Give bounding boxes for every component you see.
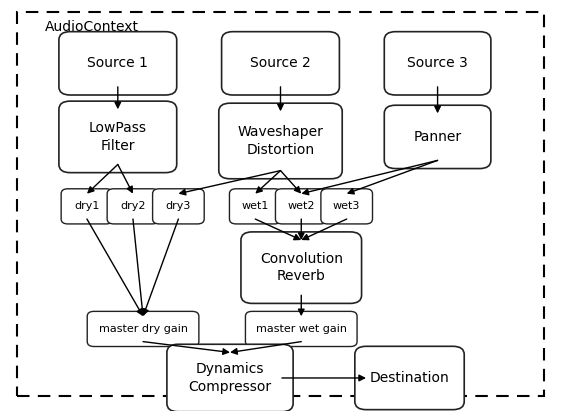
Text: Waveshaper
Distortion: Waveshaper Distortion [237, 125, 324, 157]
FancyBboxPatch shape [107, 189, 159, 224]
Text: wet1: wet1 [242, 201, 269, 211]
FancyBboxPatch shape [355, 346, 464, 410]
Text: Destination: Destination [370, 371, 449, 385]
FancyBboxPatch shape [61, 189, 113, 224]
Text: wet2: wet2 [287, 201, 315, 211]
Text: dry3: dry3 [165, 201, 191, 211]
Text: master dry gain: master dry gain [99, 324, 187, 334]
Text: master wet gain: master wet gain [256, 324, 347, 334]
Text: Convolution
Reverb: Convolution Reverb [260, 252, 343, 283]
FancyBboxPatch shape [59, 101, 177, 173]
FancyBboxPatch shape [241, 232, 361, 303]
FancyBboxPatch shape [384, 32, 491, 95]
FancyBboxPatch shape [153, 189, 204, 224]
Text: Dynamics
Compressor: Dynamics Compressor [188, 363, 272, 394]
Text: Source 2: Source 2 [250, 56, 311, 70]
FancyBboxPatch shape [222, 32, 339, 95]
FancyBboxPatch shape [246, 312, 357, 346]
FancyBboxPatch shape [384, 105, 491, 169]
FancyBboxPatch shape [219, 103, 342, 179]
Text: Source 3: Source 3 [407, 56, 468, 70]
FancyBboxPatch shape [229, 189, 281, 224]
FancyBboxPatch shape [321, 189, 373, 224]
Text: Panner: Panner [413, 130, 462, 144]
Text: wet3: wet3 [333, 201, 360, 211]
Text: LowPass
Filter: LowPass Filter [89, 121, 147, 152]
Text: dry2: dry2 [120, 201, 146, 211]
Text: Source 1: Source 1 [88, 56, 148, 70]
FancyBboxPatch shape [59, 32, 177, 95]
Text: AudioContext: AudioContext [45, 21, 139, 35]
FancyBboxPatch shape [88, 312, 199, 346]
Text: dry1: dry1 [74, 201, 100, 211]
FancyBboxPatch shape [17, 12, 544, 396]
FancyBboxPatch shape [167, 344, 293, 411]
FancyBboxPatch shape [275, 189, 327, 224]
